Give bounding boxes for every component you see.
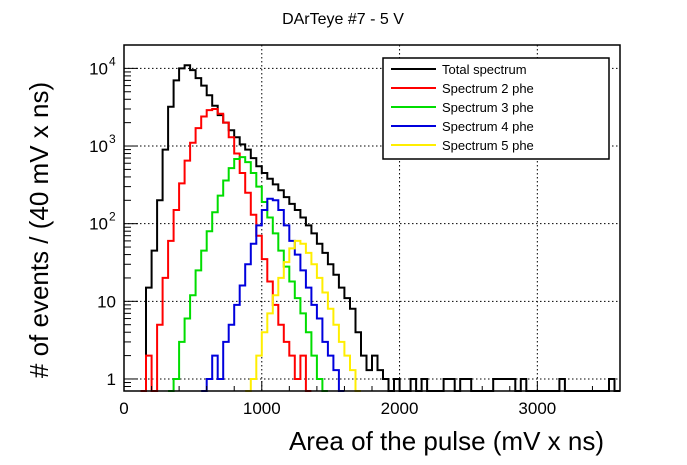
legend-label-1: Spectrum 2 phe bbox=[442, 81, 534, 96]
x-tick-label: 2000 bbox=[381, 399, 419, 418]
y-tick-exponent: 4 bbox=[109, 54, 116, 68]
y-tick-exponent: 3 bbox=[109, 132, 116, 146]
x-tick-label: 1000 bbox=[243, 399, 281, 418]
legend-box bbox=[382, 57, 610, 160]
series-line-3 bbox=[201, 197, 345, 392]
x-axis-title: Area of the pulse (mV x ns) bbox=[289, 426, 604, 456]
legend-label-2: Spectrum 3 phe bbox=[442, 100, 534, 115]
x-tick-label: 3000 bbox=[518, 399, 556, 418]
y-tick-label: 10 bbox=[89, 215, 108, 234]
series-line-1 bbox=[140, 108, 312, 392]
legend-label-4: Spectrum 5 phe bbox=[442, 138, 534, 153]
series-line-4 bbox=[245, 239, 361, 392]
legend-label-3: Spectrum 4 phe bbox=[442, 119, 534, 134]
y-tick-label: 10 bbox=[89, 137, 108, 156]
y-tick-label: 1 bbox=[107, 370, 116, 389]
y-tick-label: 10 bbox=[97, 292, 116, 311]
chart-title: DArTeye #7 - 5 V bbox=[282, 11, 404, 28]
y-tick-exponent: 2 bbox=[109, 210, 116, 224]
series-line-2 bbox=[168, 156, 328, 392]
legend: Total spectrum Spectrum 2 phe Spectrum 3 p… bbox=[382, 57, 610, 160]
legend-label-0: Total spectrum bbox=[442, 62, 527, 77]
y-axis-title: # of events / (40 mV x ns) bbox=[24, 82, 54, 378]
x-tick-label: 0 bbox=[119, 399, 128, 418]
y-tick-label: 10 bbox=[89, 59, 108, 78]
